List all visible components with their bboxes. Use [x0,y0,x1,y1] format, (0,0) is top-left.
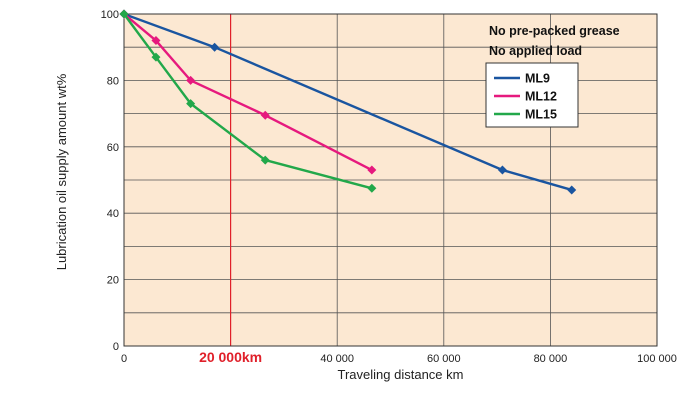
y-tick-label: 20 [107,275,119,287]
data-point-ml15 [367,183,377,193]
x-tick-label: 100 000 [637,353,677,365]
data-point-ml12 [367,165,377,175]
x-axis-label: Traveling distance km [338,367,464,382]
plot-border [123,13,658,347]
data-point-ml15 [186,99,196,109]
data-point-ml15 [151,52,161,62]
note-no-grease: No pre-packed grease [489,24,620,38]
x-tick-label: 0 [121,353,127,365]
y-tick-label: 0 [113,341,119,353]
y-tick-label: 100 [101,9,119,21]
data-point-ml12 [260,110,270,120]
reference-line-label: 20 000km [199,349,262,365]
y-axis-label: Lubrication oil supply amount wt% [54,73,69,270]
series-line-ml9 [123,12,573,192]
y-tick-label: 80 [107,75,119,87]
x-tick-labels: 0 40 000 60 000 80 000 100 000 [121,353,677,365]
legend-label-ml15: ML15 [525,108,557,122]
data-point-ml15 [260,155,270,165]
note-no-load: No applied load [489,44,582,58]
data-point-ml15 [119,9,129,19]
legend: ML9 ML12 ML15 [485,62,579,128]
x-tick-label: 80 000 [534,353,568,365]
data-point-ml12 [151,36,161,46]
y-tick-labels: 0 20 40 60 80 100 [101,9,119,353]
y-tick-label: 60 [107,142,119,154]
data-point-ml9 [567,185,577,195]
x-tick-label: 40 000 [320,353,354,365]
series-group [119,9,577,195]
data-point-ml9 [497,165,507,175]
legend-label-ml12: ML12 [525,90,557,104]
x-tick-label: 60 000 [427,353,461,365]
legend-items: ML9 ML12 ML15 [494,72,557,122]
y-tick-label: 40 [107,208,119,220]
data-point-ml12 [186,75,196,85]
data-point-ml9 [210,42,220,52]
chart-notes: No pre-packed grease No applied load [489,24,620,58]
legend-label-ml9: ML9 [525,72,550,86]
